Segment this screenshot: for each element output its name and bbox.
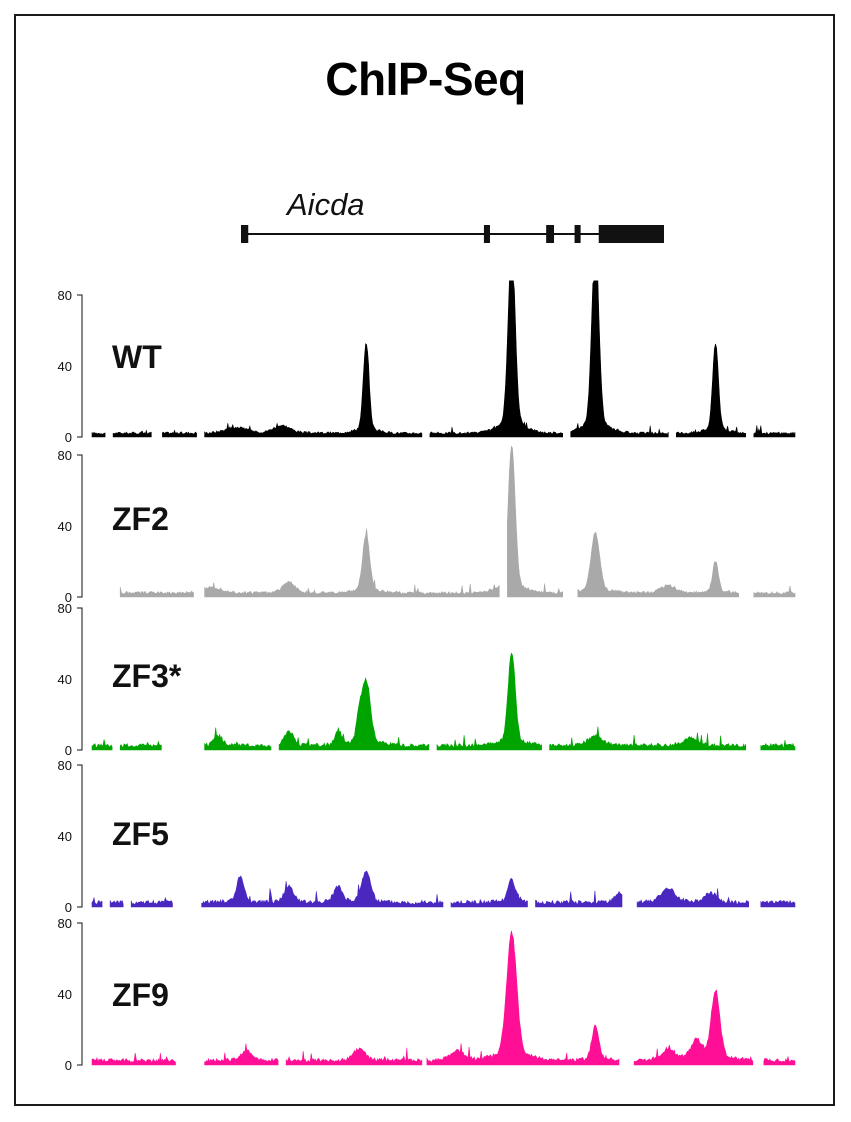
gene-exon (483, 225, 490, 243)
gene-exon (241, 225, 249, 243)
y-axis (77, 294, 83, 438)
y-tick-label: 0 (65, 900, 72, 915)
track-label: ZF2 (112, 501, 169, 537)
figure-frame (14, 14, 835, 1106)
gene-exon (598, 225, 664, 243)
y-tick-label: 40 (58, 829, 72, 844)
y-tick-label: 40 (58, 987, 72, 1002)
gene-model: Aicda (241, 187, 664, 243)
y-tick-label: 40 (58, 519, 72, 534)
y-tick-label: 0 (65, 743, 72, 758)
track-label: ZF5 (112, 816, 169, 852)
signal-area (91, 930, 796, 1066)
y-axis (77, 454, 83, 598)
signal-area (91, 280, 796, 438)
gene-exon (574, 225, 581, 243)
track-zf9: 0 40 80 ZF9 (58, 916, 796, 1073)
track-zf2: 0 40 80 ZF2 (58, 445, 796, 605)
signal-area (91, 870, 796, 908)
gene-label: Aicda (285, 187, 365, 222)
signal-area (119, 445, 796, 598)
y-tick-label: 0 (65, 1058, 72, 1073)
y-tick-label: 80 (58, 916, 72, 931)
y-axis (77, 607, 83, 751)
y-tick-label: 80 (58, 288, 72, 303)
signal-area (91, 652, 796, 751)
track-wt: 0 40 80 WT (58, 280, 796, 445)
chart-title: ChIP-Seq (325, 53, 526, 105)
track-label: ZF3* (112, 658, 182, 694)
track-zf3: 0 40 80 ZF3* (58, 601, 796, 758)
track-label: ZF9 (112, 977, 169, 1013)
y-tick-label: 80 (58, 758, 72, 773)
track-label: WT (112, 339, 162, 375)
y-tick-label: 80 (58, 448, 72, 463)
tracks: 0 40 80 WT 0 40 80 ZF2 0 40 80 ZF3* 0 40 80 ZF5 0 40 80 ZF9 (58, 280, 796, 1073)
y-tick-label: 0 (65, 590, 72, 605)
gene-exon (546, 225, 555, 243)
y-tick-label: 40 (58, 359, 72, 374)
y-axis (77, 922, 83, 1066)
y-tick-label: 40 (58, 672, 72, 687)
track-zf5: 0 40 80 ZF5 (58, 758, 796, 915)
y-tick-label: 80 (58, 601, 72, 616)
y-axis (77, 764, 83, 908)
y-tick-label: 0 (65, 430, 72, 445)
